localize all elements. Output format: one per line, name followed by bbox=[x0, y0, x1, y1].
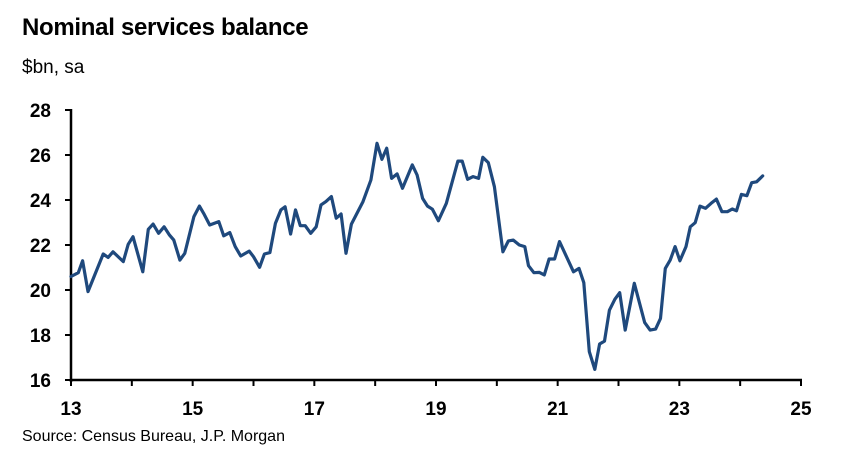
y-tick-label: 16 bbox=[30, 371, 51, 392]
x-tick-label: 17 bbox=[304, 399, 325, 420]
y-tick-label: 26 bbox=[30, 146, 51, 167]
y-tick-label: 28 bbox=[30, 101, 51, 122]
chart-title: Nominal services balance bbox=[22, 14, 309, 41]
y-tick-label: 18 bbox=[30, 326, 51, 347]
x-tick-label: 15 bbox=[182, 399, 204, 420]
chart-source: Source: Census Bureau, J.P. Morgan bbox=[22, 428, 285, 445]
x-tick-label: 19 bbox=[425, 399, 446, 420]
x-tick-label: 21 bbox=[547, 399, 569, 420]
y-tick-label: 22 bbox=[30, 236, 51, 257]
series-line bbox=[69, 141, 765, 371]
x-tick-label: 13 bbox=[60, 399, 81, 420]
x-tick-label: 23 bbox=[669, 399, 690, 420]
x-tick-label: 25 bbox=[790, 399, 812, 420]
y-tick-label: 24 bbox=[30, 191, 52, 212]
chart-subtitle: $bn, sa bbox=[22, 57, 85, 78]
y-tick-label: 20 bbox=[30, 281, 51, 302]
